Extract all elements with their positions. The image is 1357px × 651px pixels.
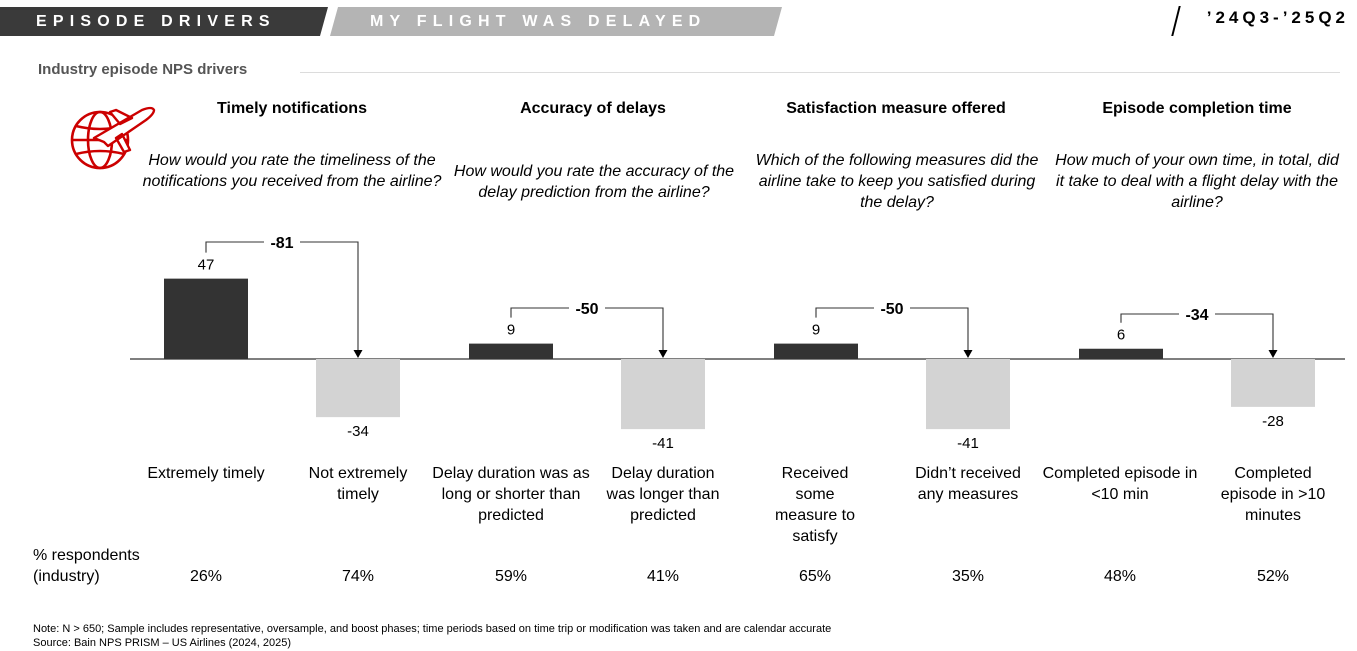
share-delay-longer: 41%	[646, 568, 680, 585]
category-label-delay-shorter: Delay duration was as long or shorter th…	[432, 465, 590, 524]
difference-label-bg-4	[1179, 304, 1215, 324]
difference-label-2: -50	[575, 301, 598, 318]
driver-title-timely-notifications: Timely notifications	[217, 100, 367, 117]
difference-label-bg-1	[264, 232, 300, 252]
episode-drivers-banner: EPISODE DRIVERS	[0, 7, 328, 36]
category-label-not-extremely-timely: Not extremely timely	[308, 465, 408, 503]
footnote-note: Note: N > 650; Sample includes represent…	[33, 623, 832, 635]
category-label-over-10-min: Completed episode in >10 minutes	[1220, 465, 1326, 524]
category-label-under-10-min: Completed episode in <10 min	[1042, 465, 1198, 503]
driver-question-timely-notifications: How would you rate the timeliness of the…	[142, 152, 442, 190]
bar-1	[164, 278, 248, 359]
difference-arrowhead-1	[353, 350, 363, 358]
difference-label-bg-2	[569, 298, 605, 318]
section-divider	[300, 72, 1340, 73]
bar-5	[774, 343, 858, 359]
category-label-extremely-timely: Extremely timely	[147, 465, 265, 482]
driver-question-completion-time: How much of your own time, in total, did…	[1055, 152, 1339, 211]
bar-3	[469, 343, 553, 359]
bar-value-label-4: -41	[652, 435, 674, 452]
share-not-extremely-timely: 74%	[341, 568, 375, 585]
footnote-source: Source: Bain NPS PRISM – US Airlines (20…	[33, 637, 292, 649]
category-label-delay-longer: Delay duration was longer than predicted	[606, 465, 720, 524]
driver-title-completion-time: Episode completion time	[1102, 100, 1292, 117]
bar-4	[621, 359, 705, 430]
driver-title-satisfaction-measure: Satisfaction measure offered	[786, 100, 1006, 117]
bar-value-label-3: 9	[507, 322, 515, 339]
difference-label-bg-3	[874, 298, 910, 318]
episode-name-banner: MY FLIGHT WAS DELAYED	[330, 7, 782, 36]
bar-8	[1231, 359, 1315, 407]
bar-value-label-5: 9	[812, 322, 820, 339]
difference-label-3: -50	[880, 301, 903, 318]
episode-name-label: MY FLIGHT WAS DELAYED	[370, 13, 707, 30]
share-received-measure: 65%	[798, 568, 832, 585]
bar-value-label-8: -28	[1262, 413, 1284, 430]
difference-arrowhead-4	[1268, 350, 1278, 358]
difference-label-1: -81	[270, 235, 293, 252]
bar-7	[1079, 348, 1163, 359]
bar-value-label-6: -41	[957, 435, 979, 452]
category-label-no-measures: Didn’t received any measures	[915, 465, 1021, 503]
respondents-row-title: % respondents (industry)	[33, 547, 140, 585]
bar-2	[316, 359, 400, 418]
difference-label-4: -34	[1185, 307, 1208, 324]
bar-6	[926, 359, 1010, 430]
difference-arrowhead-2	[658, 350, 668, 358]
period-label: ’24Q3-’25Q2	[1206, 8, 1349, 27]
driver-title-accuracy-of-delays: Accuracy of delays	[520, 100, 666, 117]
share-over-10-min: 52%	[1256, 568, 1290, 585]
bar-value-label-7: 6	[1117, 327, 1125, 344]
section-title: Industry episode NPS drivers	[38, 61, 248, 78]
share-under-10-min: 48%	[1103, 568, 1137, 585]
category-label-received-measure: Received some measure to satisfy	[774, 465, 856, 545]
driver-question-accuracy-of-delays: How would you rate the accuracy of the d…	[453, 163, 735, 201]
share-no-measures: 35%	[951, 568, 985, 585]
episode-drivers-label: EPISODE DRIVERS	[36, 13, 276, 30]
difference-arrowhead-3	[963, 350, 973, 358]
share-delay-shorter: 59%	[494, 568, 528, 585]
share-extremely-timely: 26%	[189, 568, 223, 585]
bar-value-label-1: 47	[198, 257, 215, 274]
airplane-globe-icon	[70, 106, 156, 170]
driver-question-satisfaction-measure: Which of the following measures did the …	[755, 152, 1039, 211]
bar-value-label-2: -34	[347, 423, 369, 440]
